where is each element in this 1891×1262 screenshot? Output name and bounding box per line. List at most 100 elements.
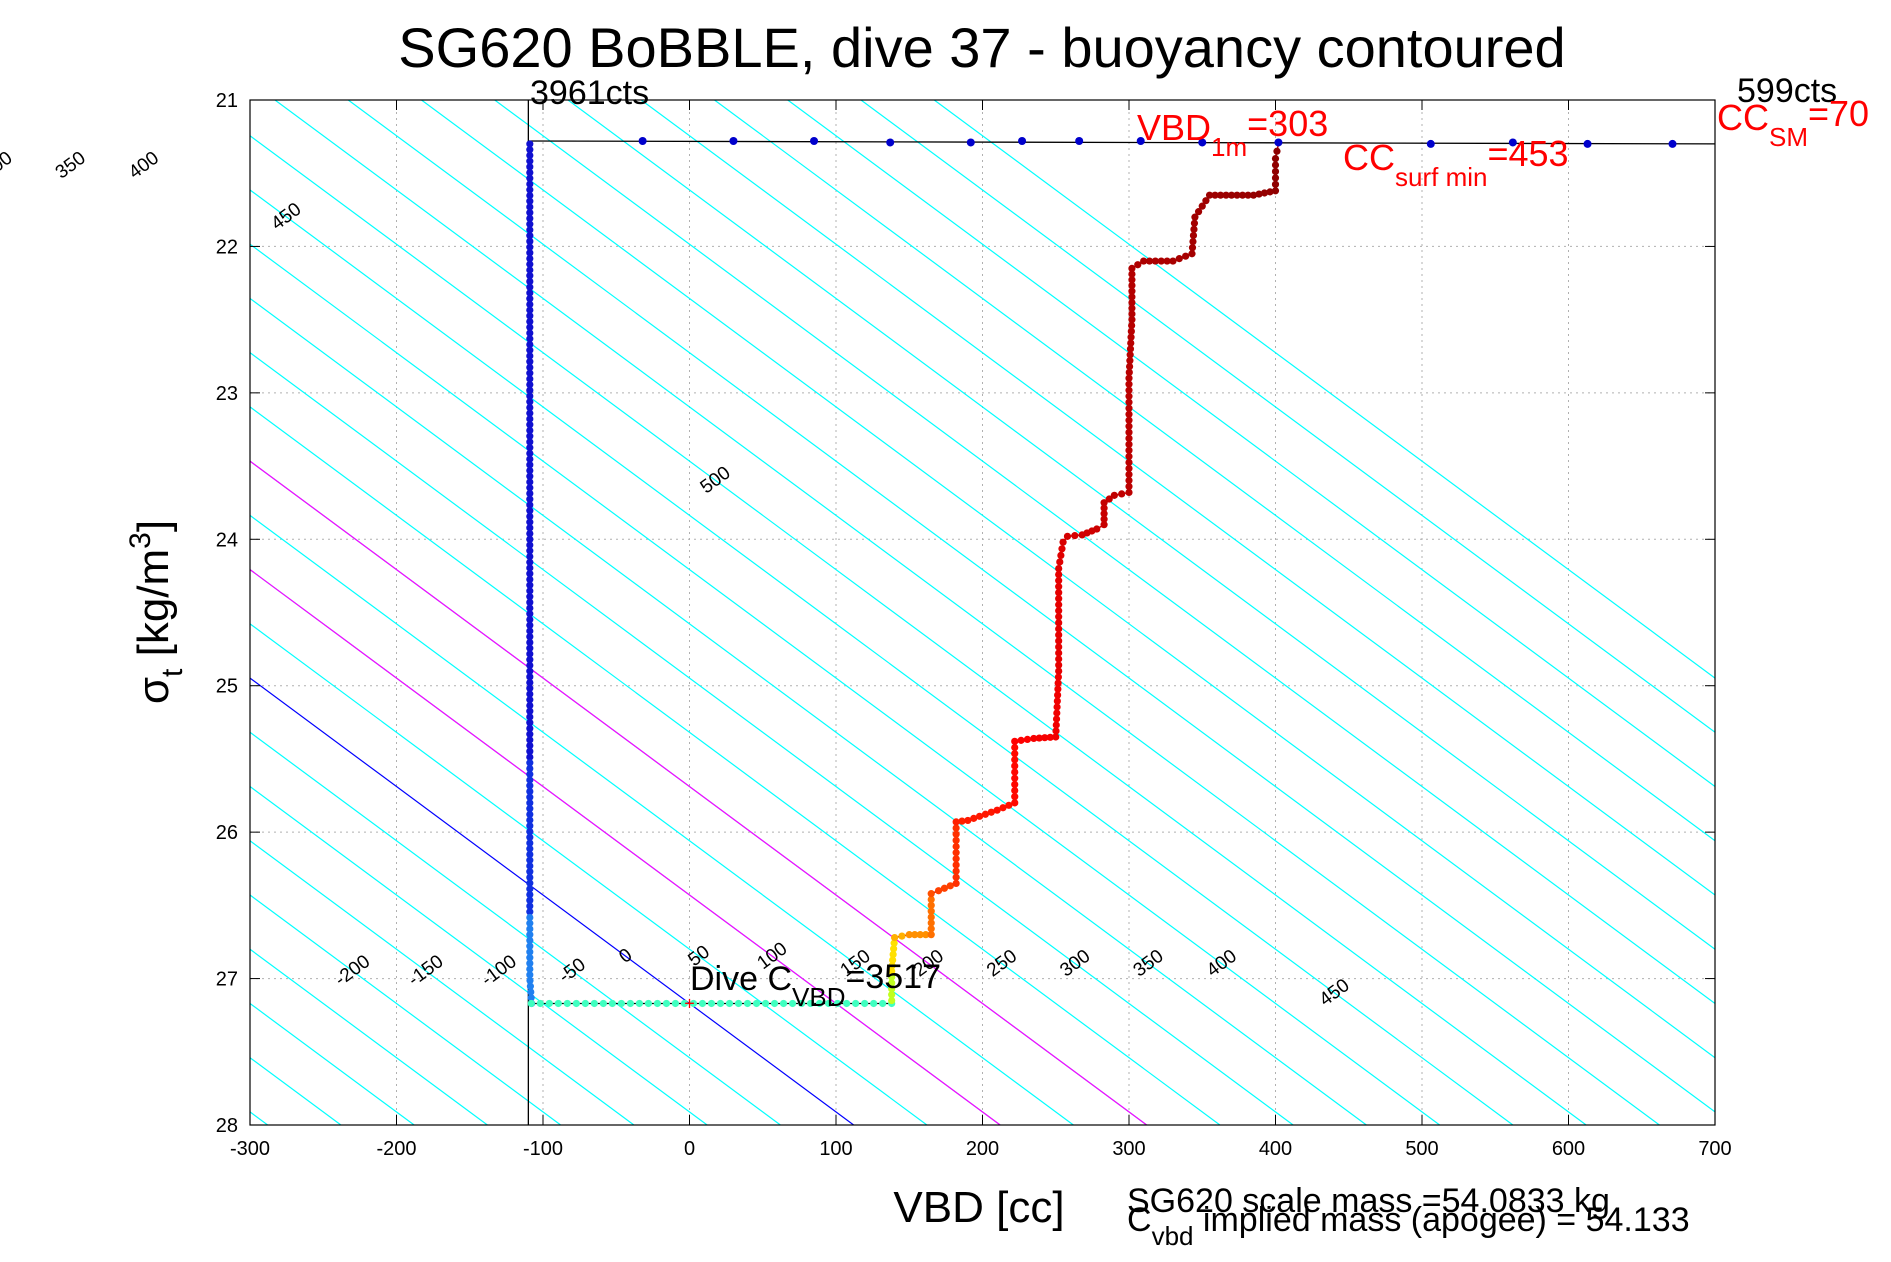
x-tick-label: 100 <box>819 1138 852 1160</box>
ascent-point <box>1093 525 1101 533</box>
ascent-point <box>1055 661 1063 669</box>
ascent-point <box>927 907 935 915</box>
bottom-point <box>825 999 833 1008</box>
ascent-point <box>1125 374 1133 382</box>
descent-point <box>526 650 534 658</box>
x-tick-label: 0 <box>684 1138 695 1160</box>
ascent-point <box>1157 257 1165 265</box>
descent-point <box>526 518 534 526</box>
ascent-point <box>1100 515 1108 523</box>
descent-point <box>526 827 534 836</box>
y-axis-label-unit: [kg/m <box>129 549 178 669</box>
ascent-point <box>1011 762 1019 770</box>
ascent-point <box>927 931 935 939</box>
surface-point <box>810 137 819 145</box>
ascent-point <box>1011 750 1019 758</box>
ascent-point <box>1128 310 1136 318</box>
descent-point <box>526 323 534 331</box>
descent-point <box>526 472 534 480</box>
ascent-point <box>1054 673 1063 681</box>
descent-point <box>526 822 534 830</box>
ascent-point <box>1125 404 1133 412</box>
ascent-point <box>952 836 960 844</box>
dive-cvbd-marker: + <box>684 993 695 1013</box>
descent-point <box>526 455 534 463</box>
ascent-point <box>952 867 960 875</box>
descent-point <box>526 913 534 922</box>
annotation-vbd1m-main: VBD <box>1137 107 1211 148</box>
y-tick-label: 25 <box>216 676 238 698</box>
surface-point <box>1508 138 1517 147</box>
descent-point <box>526 896 534 904</box>
ascent-point <box>999 804 1007 812</box>
bottom-point <box>725 999 734 1008</box>
ascent-point <box>888 973 896 981</box>
descent-point <box>526 421 534 429</box>
descent-point <box>526 232 534 240</box>
ascent-point <box>1011 737 1019 745</box>
surface-point <box>1136 137 1145 145</box>
descent-point <box>526 908 534 916</box>
descent-point <box>526 593 534 601</box>
ascent-point <box>898 932 906 940</box>
descent-point <box>526 684 534 692</box>
descent-point <box>526 753 534 761</box>
descent-point <box>526 329 534 337</box>
descent-point <box>526 461 534 469</box>
y-tick-label: 21 <box>216 90 238 112</box>
descent-point <box>526 266 534 274</box>
descent-point <box>526 936 534 945</box>
descent-point <box>526 799 534 807</box>
ascent-point <box>1055 595 1063 603</box>
ascent-point <box>1125 482 1133 491</box>
contour-line <box>250 297 1367 1125</box>
ascent-point <box>1134 261 1142 269</box>
descent-point <box>526 151 534 159</box>
annotation-ccsm: CCSM=70 <box>1717 93 1869 152</box>
descent-point <box>526 730 534 738</box>
descent-point <box>526 787 534 796</box>
ascent-point <box>1127 327 1135 335</box>
contour-line <box>250 731 781 1125</box>
descent-point <box>526 512 534 520</box>
x-tick-label: -300 <box>230 1138 270 1160</box>
ascent-point <box>1188 250 1196 258</box>
descent-point <box>526 673 534 681</box>
y-axis-label: σt [kg/m3] <box>124 520 189 704</box>
ascent-point <box>1053 703 1061 711</box>
ascent-point <box>952 873 960 881</box>
y-tick-label: 26 <box>216 822 238 844</box>
ascent-point <box>952 842 960 851</box>
footer-implied-mass-rest: implied mass (apogee) = 54.133 <box>1193 1201 1689 1239</box>
ascent-point <box>1052 727 1060 735</box>
bottom-point <box>590 999 598 1008</box>
ascent-point <box>1011 774 1019 782</box>
ascent-point <box>1169 257 1177 265</box>
descent-point <box>526 719 534 727</box>
ascent-point <box>1127 333 1135 341</box>
descent-point <box>526 581 534 589</box>
descent-point <box>526 598 534 606</box>
descent-point <box>526 449 534 457</box>
descent-point <box>526 759 534 767</box>
ascent-point <box>1126 345 1135 353</box>
descent-point <box>526 879 534 887</box>
descent-point <box>526 369 534 377</box>
data-points: ++ <box>526 137 1677 1013</box>
annotation-vbd1m-sub: 1m <box>1211 132 1247 162</box>
bottom-point <box>698 999 707 1008</box>
annotation-dive-cvbd-main: Dive C <box>690 960 792 998</box>
ascent-point <box>1055 601 1063 609</box>
bottom-point <box>617 999 625 1008</box>
descent-point <box>526 254 534 263</box>
x-tick-label: 300 <box>1112 1138 1145 1160</box>
descent-point <box>526 850 534 859</box>
ascent-point <box>970 814 978 822</box>
bottom-point <box>779 999 788 1008</box>
descent-point <box>526 340 534 349</box>
bottom-point <box>554 999 562 1008</box>
descent-point <box>526 501 534 509</box>
ascent-point <box>1017 736 1025 744</box>
ascent-point <box>1059 538 1067 546</box>
bottom-point <box>743 999 752 1008</box>
